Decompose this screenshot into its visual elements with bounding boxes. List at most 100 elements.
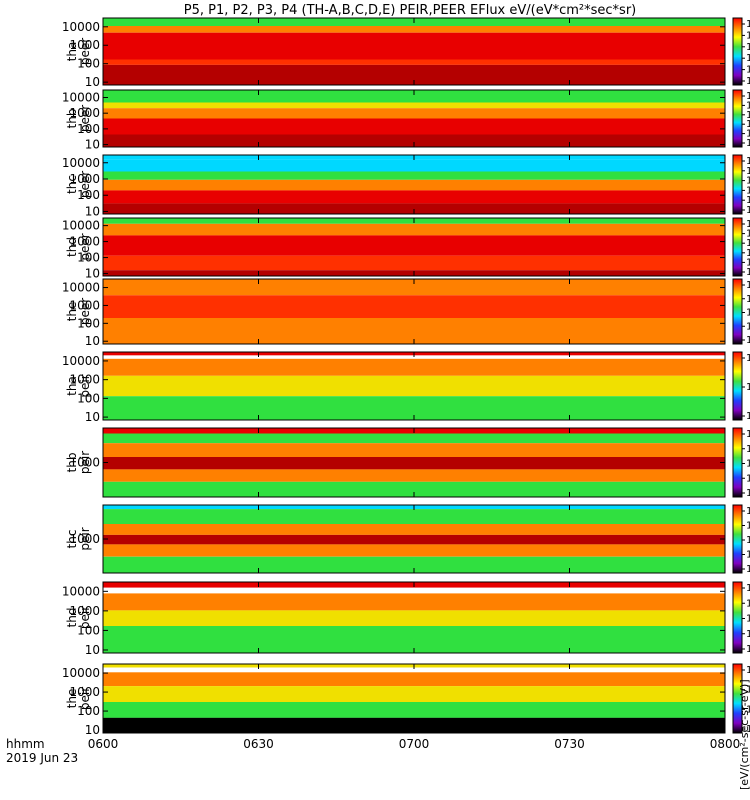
colorbar	[732, 278, 743, 345]
colorbar-tick-label: 10⁵	[746, 100, 750, 111]
colorbar	[732, 504, 743, 574]
colorbar-tick-label: 10⁴	[746, 238, 750, 249]
y-tick-label: 100	[77, 188, 100, 202]
spectrogram-band	[103, 59, 725, 65]
spectrogram-band	[103, 203, 725, 214]
colorbar-tick-label: 10⁶	[746, 665, 750, 676]
colorbar-tick-label: 10²	[746, 564, 750, 575]
colorbar-tick-label: 10³	[746, 119, 750, 130]
spectrogram-band	[103, 171, 725, 180]
spectrogram-band	[103, 702, 725, 718]
colorbar-tick-label: 10⁵	[746, 229, 750, 240]
colorbar-tick-label: 10⁶	[746, 506, 750, 517]
y-axis-label-probe: thb	[65, 453, 79, 473]
colorbar-tick-label: 10⁴	[746, 176, 750, 187]
colorbar-tick-label: 10¹	[746, 76, 750, 87]
y-tick-label: 1000	[69, 685, 100, 699]
colorbar-tick-label: 10⁶	[746, 156, 750, 167]
x-tick-label: 0630	[243, 737, 274, 751]
y-axis-label-probe: thd	[65, 237, 79, 257]
spectrogram-band	[103, 26, 725, 33]
y-tick-label: 10000	[62, 20, 100, 34]
y-axis-label-species: peir	[78, 374, 92, 397]
spectrogram-band	[103, 235, 725, 256]
colorbar-tick-label: 10⁴	[746, 382, 750, 393]
y-tick-label: 10000	[62, 281, 100, 295]
spectrogram-band	[103, 118, 725, 135]
colorbar	[732, 427, 743, 498]
y-axis-label-probe: thd	[65, 608, 79, 628]
colorbar-tick-label: 10³	[746, 473, 750, 484]
colorbar	[732, 89, 743, 148]
colorbar-tick-label: 10²	[746, 488, 750, 499]
x-axis-caption-hhmm: hhmm	[6, 737, 45, 751]
colorbar-tick-label: 10³	[746, 550, 750, 561]
y-tick-label: 10	[85, 334, 100, 348]
colorbar-tick-label: 10²	[746, 704, 750, 715]
colorbar-tick-label: 10³	[746, 321, 750, 332]
spectrogram-band	[103, 159, 725, 172]
colorbar-tick-label: 10¹	[746, 205, 750, 216]
y-tick-label: 100	[77, 623, 100, 637]
figure-title: P5, P1, P2, P3, P4 (TH-A,B,C,D,E) PEIR,P…	[184, 3, 637, 18]
colorbar-tick-label: 10⁴	[746, 308, 750, 319]
x-tick-label: 0700	[399, 737, 430, 751]
x-tick-label: 0730	[554, 737, 585, 751]
colorbar-tick-label: 10²	[746, 195, 750, 206]
y-tick-label: 1000	[69, 298, 100, 312]
colorbar	[732, 217, 743, 277]
spectrogram-band	[103, 433, 725, 444]
colorbar-tick-label: 10²	[746, 335, 750, 346]
spectrogram-band	[103, 358, 725, 376]
spectrogram-band	[103, 667, 725, 673]
y-tick-label: 10	[85, 643, 100, 657]
spectrogram-band	[103, 396, 725, 420]
spectrogram-band	[103, 544, 725, 557]
spectrogram-band	[103, 509, 725, 525]
colorbar-tick-label: 10⁵	[746, 166, 750, 177]
spectrogram-band	[103, 610, 725, 626]
colorbar	[732, 154, 743, 215]
colorbar-tick-label: 10⁶	[746, 19, 750, 30]
y-tick-label: 100	[77, 704, 100, 718]
spectrogram-band	[103, 443, 725, 457]
y-tick-label: 10	[85, 410, 100, 424]
spectrogram-band	[103, 355, 725, 359]
colorbar-tick-label: 10⁶	[746, 280, 750, 291]
colorbar-tick-label: 10⁵	[746, 30, 750, 41]
x-axis: 0600 0630 0700 0730 0800	[88, 737, 741, 751]
y-tick-label: 1000	[69, 456, 100, 470]
spectrogram-band	[103, 108, 725, 119]
x-tick-label: 0600	[88, 737, 119, 751]
colorbar-tick-label: 10⁰	[746, 724, 750, 735]
y-tick-label: 100	[77, 122, 100, 136]
spectrogram-band	[103, 593, 725, 611]
spectrogram-band	[103, 32, 725, 60]
spectrogram-band	[103, 255, 725, 271]
y-tick-label: 100	[77, 57, 100, 71]
y-axis-label-species: peir	[78, 451, 92, 474]
y-axis-label-species: peir	[78, 606, 92, 629]
y-axis-label-probe: the	[65, 302, 79, 322]
y-tick-label: 100	[77, 251, 100, 265]
y-tick-label: 10000	[62, 666, 100, 680]
y-axis-label-species: peir	[78, 687, 92, 710]
y-tick-label: 10000	[62, 156, 100, 170]
spectrogram-band	[103, 469, 725, 482]
y-tick-label: 1000	[69, 604, 100, 618]
colorbar-tick-label: 10⁶	[746, 91, 750, 102]
colorbar-label: [eV/(cm²-sec-sr-eV)]	[738, 679, 750, 790]
y-tick-label: 1000	[69, 532, 100, 546]
colorbar-tick-label: 10¹	[746, 138, 750, 149]
colorbar-tick-label: 10⁴	[746, 110, 750, 121]
y-tick-label: 10	[85, 204, 100, 218]
colorbar-tick-label: 10⁶	[746, 583, 750, 594]
y-axis-label-species: peir	[78, 527, 92, 550]
